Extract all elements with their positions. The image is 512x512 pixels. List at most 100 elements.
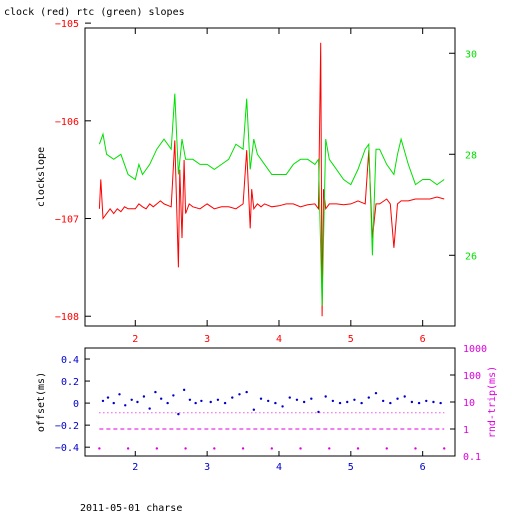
offset-point (360, 401, 363, 405)
rnd-trip-point (126, 447, 130, 450)
offset-point (166, 401, 169, 405)
footer-label: 2011-05-01 charse (80, 503, 182, 512)
top-y2-tick-label: 30 (465, 49, 477, 60)
offset-point (238, 393, 241, 396)
offset-point (374, 391, 378, 395)
offset-point (267, 399, 270, 403)
top-x-tick-label: 4 (276, 334, 282, 345)
offset-point (124, 404, 127, 407)
offset-point (346, 400, 349, 404)
offset-point (177, 412, 180, 416)
top-x-tick-label: 6 (420, 334, 426, 345)
offset-point (101, 399, 105, 403)
rnd-trip-point (98, 447, 101, 450)
offset-point (118, 393, 121, 396)
offset-point (159, 397, 163, 400)
rnd-trip-point (270, 447, 273, 450)
offset-point (259, 397, 263, 400)
bottom-y2label: rnd-trip(ms) (487, 366, 498, 438)
bottom-plot-frame (84, 347, 456, 457)
offset-point (148, 407, 151, 410)
bottom-ylabel: offset(ms) (36, 372, 47, 432)
offset-point (432, 400, 435, 404)
offset-point (439, 401, 442, 405)
top-y2-tick-label: 26 (465, 251, 477, 262)
top-y-tick-label: −108 (55, 312, 79, 323)
rnd-trip-point (443, 447, 446, 450)
offset-point (182, 388, 186, 392)
offset-point (154, 390, 157, 394)
offset-point (209, 400, 212, 404)
offset-point (302, 400, 306, 404)
offset-point (367, 396, 370, 399)
top-ylabel: clockslope (36, 147, 47, 207)
bottom-y-tick-label: 0.4 (61, 355, 79, 366)
bottom-x-tick-label: 2 (132, 462, 138, 473)
offset-point (324, 395, 327, 398)
offset-point (106, 396, 110, 399)
offset-point (295, 398, 299, 401)
offset-point (281, 405, 284, 408)
bottom-x-tick-label: 4 (276, 462, 282, 473)
bottom-y-tick-label: −0.4 (55, 443, 79, 454)
top-x-tick-label: 3 (204, 334, 210, 345)
offset-point (389, 401, 392, 405)
rnd-trip-point (155, 447, 159, 450)
offset-point (331, 399, 335, 403)
offset-point (223, 401, 227, 405)
rnd-trip-point (213, 447, 216, 450)
offset-point (216, 398, 220, 401)
bottom-y-tick-label: 0.2 (61, 377, 79, 388)
bottom-panel: offset(ms) rnd-trip(ms) 2 3 4 5 6 0.4 0.2 0 −0.2… (36, 344, 498, 473)
offset-point (245, 390, 248, 394)
offset-point (381, 399, 385, 403)
offset-point (130, 398, 133, 401)
offset-point (142, 395, 146, 398)
offset-point (310, 397, 313, 400)
top-x-tick-label: 5 (348, 334, 354, 345)
bottom-x-tick-label: 5 (348, 462, 354, 473)
offset-point (317, 410, 320, 414)
offset-point (231, 396, 234, 399)
offset-point (288, 396, 291, 399)
rnd-trip-point (385, 447, 388, 450)
top-panel: clockslope 2 3 4 5 6 −105 −106 −107 −108 30 28 26 (36, 19, 477, 345)
top-x-tick-label: 2 (132, 334, 138, 345)
offset-point (194, 401, 197, 405)
rnd-trip-point (299, 447, 302, 450)
bottom-y2-tick-label: 1000 (463, 344, 487, 355)
top-y-tick-label: −106 (55, 117, 79, 128)
bottom-y-tick-label: −0.2 (55, 421, 79, 432)
offset-point (410, 400, 414, 404)
offset-point (403, 395, 406, 398)
offset-point (417, 401, 421, 405)
offset-point (136, 400, 139, 404)
offset-point (425, 399, 428, 403)
bottom-x-tick-label: 3 (204, 462, 210, 473)
rnd-trip-point (328, 447, 331, 450)
bottom-x-tick-label: 6 (420, 462, 426, 473)
bottom-y2-tick-label: 0.1 (463, 452, 481, 463)
offset-point (353, 398, 356, 401)
offset-point (396, 397, 399, 400)
offset-point (252, 408, 256, 411)
bottom-y-tick-label: 0 (73, 399, 79, 410)
top-plot-frame (84, 27, 456, 327)
offset-point (172, 394, 175, 397)
rnd-trip-point (356, 447, 360, 450)
offset-point (200, 399, 203, 403)
rtc-series-line (98, 93, 445, 306)
rnd-trip-point (241, 447, 245, 450)
offset-point (274, 401, 277, 405)
top-y-tick-label: −107 (55, 215, 79, 226)
top-y2-tick-label: 28 (465, 150, 477, 161)
bottom-y2-tick-label: 10 (463, 398, 475, 409)
clock-series-line (98, 42, 445, 317)
rnd-trip-point (184, 447, 187, 450)
chart-title: clock (red) rtc (green) slopes (4, 7, 185, 18)
top-y-tick-label: −105 (55, 19, 79, 30)
bottom-y2-tick-label: 1 (463, 425, 469, 436)
rnd-trip-point (414, 447, 417, 450)
offset-point (112, 401, 115, 405)
